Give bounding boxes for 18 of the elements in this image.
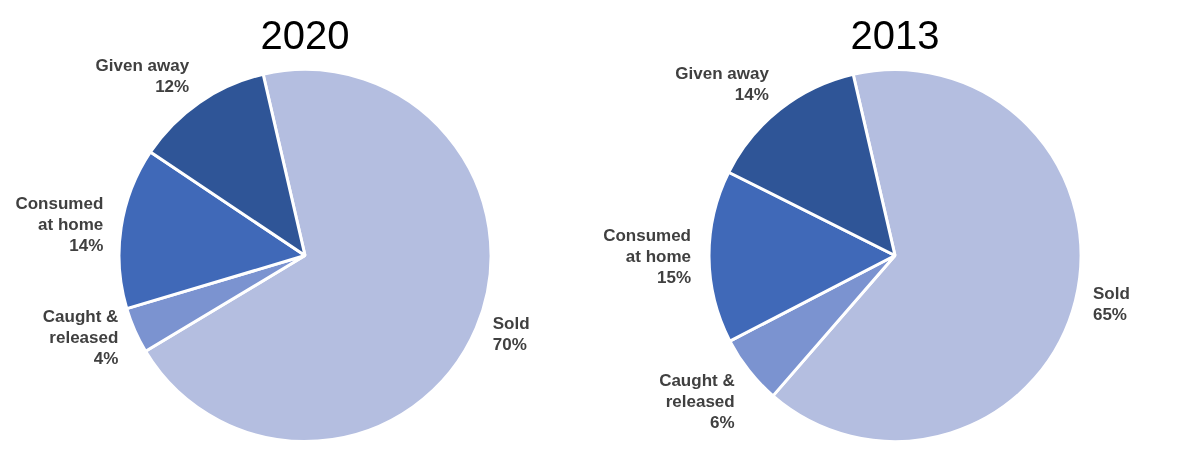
- chart-title: 2013: [850, 13, 940, 58]
- data-label: 14%: [69, 235, 104, 255]
- data-label: 70%: [492, 335, 527, 355]
- data-label: 15%: [656, 267, 692, 287]
- slice-label: Given away: [675, 63, 770, 83]
- slice-label: Sold: [492, 314, 530, 334]
- data-label: 12%: [155, 77, 190, 97]
- slice-label: Caught & released: [659, 371, 735, 412]
- data-label: 65%: [1092, 305, 1127, 325]
- slice-label: Consumed at home: [603, 225, 692, 266]
- data-label: 6%: [710, 413, 735, 433]
- data-label: 14%: [734, 84, 769, 104]
- data-label: 4%: [93, 348, 119, 368]
- slice-label: Given away: [95, 56, 190, 76]
- chart-title: 2020: [260, 13, 350, 58]
- slice-label: Consumed at home: [15, 193, 104, 234]
- slice-label: Sold: [1092, 284, 1130, 304]
- slice-label: Caught & released: [42, 306, 119, 347]
